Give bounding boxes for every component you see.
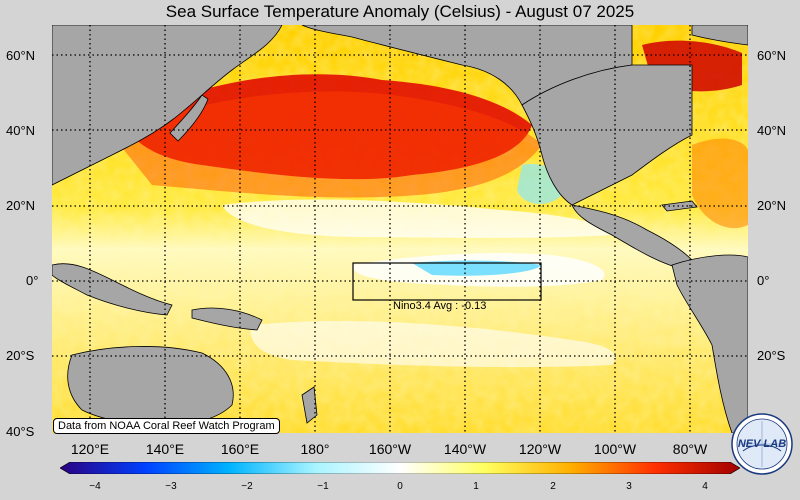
lat-label-left: 20°S xyxy=(6,348,35,363)
lon-label: 160°W xyxy=(368,441,412,457)
equatorial-cyan-patch xyxy=(412,260,542,276)
land-masses xyxy=(52,25,748,433)
maritime-asia-land xyxy=(52,263,173,316)
graticule xyxy=(52,25,748,433)
lon-label: 120°E xyxy=(70,441,110,457)
lat-label-right: 20°S xyxy=(757,348,786,363)
lon-label: 120°W xyxy=(518,441,562,457)
lat-label-right: 40°N xyxy=(757,123,787,138)
map-title: Sea Surface Temperature Anomaly (Celsius… xyxy=(165,2,635,21)
nino34-box xyxy=(352,262,542,301)
lat-label-right: 60°N xyxy=(757,48,787,63)
australia-land xyxy=(67,346,234,426)
lon-label: 140°W xyxy=(443,441,487,457)
north-america-land xyxy=(521,64,693,206)
lon-label: 180° xyxy=(300,441,330,457)
logo-text: NEV LAB xyxy=(738,438,786,450)
north-pacific-warm-anomaly-outer xyxy=(112,91,542,198)
subtropical-cool-band xyxy=(222,199,612,238)
greenland-land xyxy=(691,25,748,46)
colorbar-tick: −3 xyxy=(165,481,177,492)
colorbar-tick: 4 xyxy=(702,481,708,492)
lat-label-left: 0° xyxy=(26,273,39,288)
colorbar-tick: −2 xyxy=(241,481,253,492)
lon-label: 140°E xyxy=(145,441,185,457)
lat-label-left: 40°S xyxy=(6,424,35,439)
lon-label: 100°W xyxy=(593,441,637,457)
lat-label-left: 20°N xyxy=(6,198,36,213)
lon-label: 160°E xyxy=(220,441,260,457)
new-zealand-land xyxy=(301,386,318,424)
north-pacific-warm-anomaly xyxy=(122,74,532,180)
data-credit-box: Data from NOAA Coral Reef Watch Program xyxy=(53,418,280,434)
lat-label-right: 0° xyxy=(757,273,770,288)
south-america-land xyxy=(671,254,748,433)
nev-lab-logo: NEV LAB xyxy=(731,413,793,475)
colorbar-tick: 1 xyxy=(473,481,479,492)
nino34-average-label: Nino3.4 Avg : -0.13 xyxy=(393,300,487,312)
colorbar-tick: 3 xyxy=(626,481,632,492)
caribbean-islands xyxy=(661,200,698,212)
south-pacific-cool-band xyxy=(250,320,616,368)
colorbar-tick: 0 xyxy=(397,481,403,492)
lat-label-right: 20°N xyxy=(757,198,787,213)
lon-label: 80°W xyxy=(672,441,708,457)
lat-label-left: 60°N xyxy=(6,48,36,63)
colorbar-tick: −4 xyxy=(89,481,101,492)
lat-label-left: 40°N xyxy=(6,123,36,138)
colorbar-body xyxy=(60,462,740,474)
new-guinea-land xyxy=(191,307,263,331)
colorbar-tick: 2 xyxy=(550,481,556,492)
colorbar xyxy=(60,462,740,474)
sst-anomaly-map xyxy=(52,25,748,433)
colorbar-tick: −1 xyxy=(317,481,329,492)
asia-land xyxy=(52,25,283,186)
